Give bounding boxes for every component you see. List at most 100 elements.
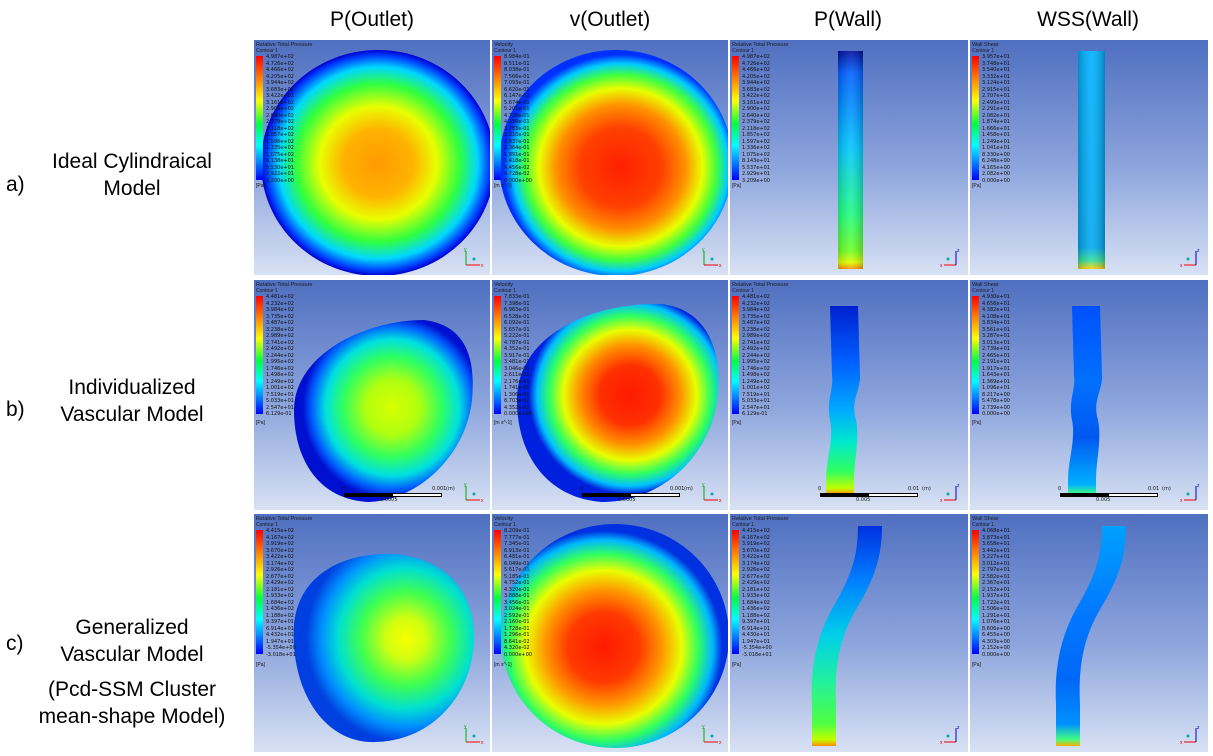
axis-x-label: x [481, 740, 484, 746]
axis-triad-icon: x y [702, 247, 722, 269]
legend-tick: 2.797e+01 [982, 567, 1010, 573]
legend-tick: 1.746e+02 [266, 365, 294, 372]
legend-tick: 1.643e+01 [982, 372, 1010, 378]
legend-tick: 2.176e-01 [504, 378, 530, 385]
legend-tick: 3.227e+01 [982, 554, 1010, 560]
color-bar [972, 56, 979, 180]
legend-tick: 6.481e-01 [504, 554, 530, 560]
legend-tick: 3.310e-01 [504, 132, 530, 138]
scale-bar: 0 0.01 (m) 0.005 [1058, 486, 1171, 503]
legend-tick: 1.306e-01 [504, 391, 530, 398]
legend-tick: 1.188e+02 [742, 612, 770, 619]
legend-tick: 1.995e+02 [742, 359, 770, 365]
legend-tick: 4.752e-01 [504, 580, 530, 586]
axis-triad-icon: x z [940, 483, 960, 504]
legend-tick: 6.528e-01 [504, 313, 530, 320]
legend-tick: 3.422e+02 [742, 554, 770, 560]
legend-tick: 8.511e-01 [504, 60, 530, 67]
legend-tick: 4.466e+02 [742, 67, 770, 73]
legend-tick: 3.944e+02 [266, 80, 294, 86]
scale-start: 0 [1058, 486, 1062, 492]
legend-tick: 4.167e+02 [266, 534, 294, 541]
legend-tick: 2.547e+01 [266, 404, 294, 411]
legend-ticks: 3.957e+01 3.748e+01 3.540e+01 3.332e+01 3.12… [982, 54, 1010, 184]
legend-tick: 5.185e-01 [504, 573, 530, 580]
legend-title: Velocity [494, 516, 513, 522]
legend-tick: 5.222e-01 [504, 333, 530, 339]
legend-title: Relative Total Pressure [732, 282, 789, 288]
legend: Relative Total Pressure Contour 1 4.415e… [732, 516, 812, 670]
color-bar [494, 296, 501, 414]
legend-tick: 8.606e+00 [982, 625, 1010, 632]
column-header-p-outlet: P(Outlet) [329, 8, 415, 31]
legend-tick: 3.174e+02 [266, 560, 294, 567]
legend-tick: 3.984e+02 [266, 307, 294, 313]
legend-ticks: 4.987e+02 4.726e+02 4.466e+02 4.205e+02 3.94… [266, 54, 294, 184]
legend-unit: [m s^-1] [494, 662, 512, 668]
legend-tick: 1.741e-01 [504, 385, 530, 391]
scale-bar: 0 0.001 (m) 0.0005 [580, 486, 693, 503]
legend-tick: 6.147e-01 [504, 93, 530, 99]
legend-tick: 2.926e+02 [742, 567, 770, 573]
panel-a-p-wall: Relative Total Pressure Contour 1 4.987e… [730, 40, 968, 275]
scale-unit: (m) [1162, 486, 1171, 492]
velocity-outlet-contour [499, 50, 728, 275]
legend-tick: 3.984e+02 [742, 307, 770, 313]
legend-ticks: 4.987e+02 4.726e+02 4.466e+02 4.205e+02 3.94… [742, 54, 770, 184]
legend-title: Wall Shear [972, 516, 999, 522]
legend-tick: 1.369e+01 [982, 378, 1010, 385]
row-label-a-line-1: Ideal Cylindraical [52, 150, 212, 173]
legend-tick: 1.001e+02 [742, 385, 770, 391]
legend-tick: 1.498e+02 [266, 372, 294, 378]
legend-tick: 4.320e-02 [504, 645, 530, 651]
legend-tick: 3.748e+01 [982, 60, 1010, 67]
legend-tick: 9.456e-02 [504, 164, 530, 171]
scale-end: 0.01 [908, 486, 920, 492]
legend-tick: 2.379e+02 [742, 119, 770, 125]
legend-tick: 4.481e+02 [742, 294, 770, 300]
row-label-b-line-1: Individualized [68, 376, 196, 399]
axis-triad-icon: x z [940, 248, 960, 269]
legend: Relative Total Pressure Contour 1 4.481e… [256, 282, 336, 428]
legend-tick: 4.205e+02 [742, 73, 770, 80]
axis-z-label: z [957, 725, 960, 731]
legend-subtitle: Contour 1 [732, 522, 754, 528]
legend-tick: 2.640e+02 [266, 112, 294, 119]
legend-tick: 8.984e-01 [504, 54, 530, 60]
legend-tick: 3.957e+01 [982, 54, 1010, 60]
legend-tick: 3.046e-01 [504, 365, 530, 372]
legend-tick: 3.332e+01 [982, 73, 1010, 80]
legend-tick: 2.379e+02 [266, 119, 294, 125]
panel-b-v-outlet: Velocity Contour 1 7.833e-01 7.398e-01 6.9… [492, 280, 728, 510]
pressure-outlet-contour [261, 50, 490, 275]
column-header-wss-wall: WSS(Wall) [1037, 8, 1139, 31]
legend-tick: 3.783e-01 [504, 125, 530, 132]
legend-tick: 1.436e+02 [266, 606, 294, 612]
legend-unit: [Pa] [256, 420, 265, 426]
row-label-a-line-2: Model [103, 177, 161, 200]
legend-tick: 3.013e+01 [982, 339, 1010, 346]
legend-tick: 1.947e+01 [742, 638, 770, 645]
legend-tick: 4.165e+00 [982, 164, 1010, 171]
axis-triad-icon: x z [1180, 725, 1200, 746]
legend-tick: 4.382e+01 [982, 307, 1010, 313]
legend-tick: 2.499e+01 [982, 99, 1010, 106]
legend-tick: 4.320e-01 [504, 586, 530, 593]
scale-unit: (m) [684, 486, 693, 492]
legend-tick: 3.238e+02 [266, 326, 294, 333]
legend-tick: 4.430e+01 [742, 632, 770, 638]
legend-unit: [m s^-1] [494, 183, 512, 189]
legend-tick: 3.834e+01 [982, 320, 1010, 326]
legend-tick: 6.914e+01 [742, 625, 770, 632]
axis-y-label: y [464, 482, 467, 488]
axis-triad-icon: x y [702, 482, 722, 504]
legend-tick: 1.746e+02 [742, 365, 770, 372]
legend-unit: [Pa] [732, 420, 741, 426]
pressure-outlet-contour [293, 553, 475, 743]
legend-tick: 2.429e+02 [742, 580, 770, 586]
legend-tick: 3.209e+00 [742, 177, 770, 184]
legend-title: Relative Total Pressure [732, 516, 789, 522]
velocity-outlet-contour [501, 524, 728, 748]
legend-tick: 2.118e+02 [266, 125, 294, 132]
legend-tick: 1.933e+02 [266, 593, 294, 599]
